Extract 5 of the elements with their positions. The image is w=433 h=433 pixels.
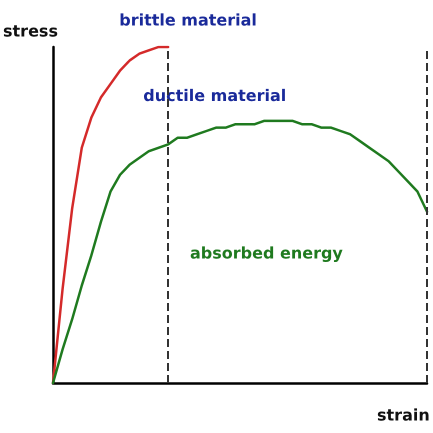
series-label: brittle material	[119, 10, 257, 30]
x-axis-title: strain	[377, 406, 430, 424]
series-label: ductile material	[143, 86, 286, 105]
annotation: absorbed energy	[190, 244, 344, 262]
y-axis-title: stress	[3, 22, 58, 40]
